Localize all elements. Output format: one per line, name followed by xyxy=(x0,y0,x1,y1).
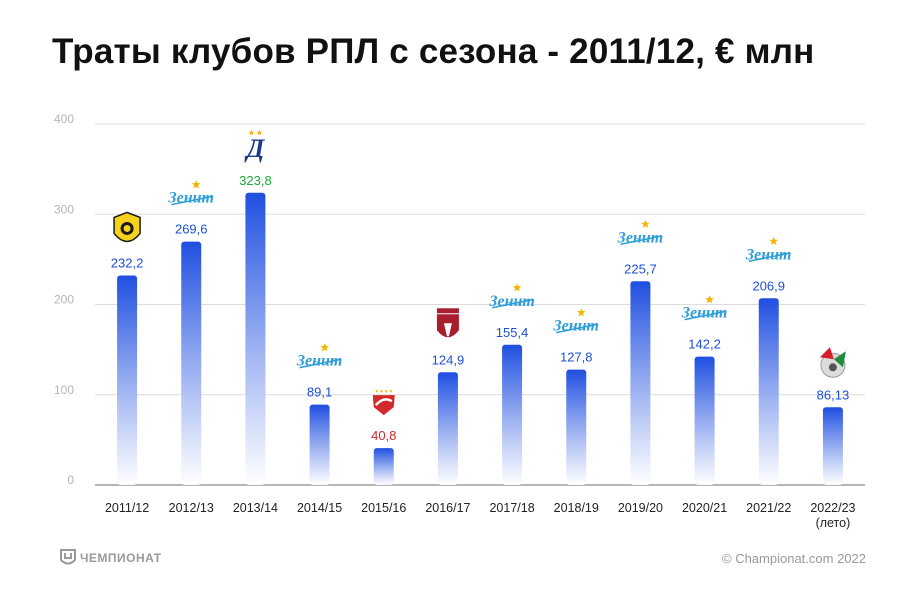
bar xyxy=(758,298,779,485)
x-tick-label: 2018/19 xyxy=(554,501,599,515)
x-tick-label: 2021/22 xyxy=(746,501,791,515)
anzhi-ball-center xyxy=(123,224,131,232)
bar xyxy=(437,372,458,485)
star-icon xyxy=(192,180,201,189)
zenit-logo-icon: Зенит xyxy=(168,180,214,207)
data-label: 86,13 xyxy=(817,387,850,402)
star-icon xyxy=(375,389,379,393)
dynamo-letter: Д xyxy=(245,134,266,163)
y-tick-label: 100 xyxy=(54,383,74,397)
bar xyxy=(117,275,138,485)
bar xyxy=(822,407,843,485)
star-icon xyxy=(320,343,329,352)
x-tick-sublabel: (лето) xyxy=(816,516,851,530)
rubin-banner xyxy=(436,308,459,314)
rubin-logo-icon xyxy=(436,308,459,338)
star-icon xyxy=(256,129,263,136)
x-tick-label: 2016/17 xyxy=(425,501,470,515)
bar xyxy=(245,192,266,485)
data-label: 142,2 xyxy=(688,337,721,352)
data-label: 89,1 xyxy=(307,385,332,400)
spartak-stripe xyxy=(374,398,393,407)
x-tick-label: 2014/15 xyxy=(297,501,342,515)
y-tick-label: 0 xyxy=(67,473,74,487)
bar xyxy=(630,281,651,485)
star-icon xyxy=(389,389,393,393)
data-label: 225,7 xyxy=(624,261,657,276)
zenit-swoosh xyxy=(684,310,725,321)
bar xyxy=(694,356,715,485)
zenit-swoosh xyxy=(620,235,661,246)
spartak-logo-icon xyxy=(372,389,395,416)
grid-layer: 0 100 200 300 400 xyxy=(54,112,865,487)
icons-layer: Зенит Д Зенит Зенит Зенит Зенит Зенит Зенит xyxy=(113,129,846,416)
zenit-logo-icon: Зенит xyxy=(617,219,663,246)
zenit-swoosh xyxy=(299,358,340,369)
zenit-swoosh xyxy=(556,323,597,334)
zenit-swoosh xyxy=(748,252,789,263)
y-tick-label: 400 xyxy=(54,112,74,126)
zenit-logo-icon: Зенит xyxy=(745,236,791,263)
star-icon xyxy=(384,389,388,393)
x-tick-label: 2017/18 xyxy=(489,501,534,515)
x-tick-label: 2015/16 xyxy=(361,501,406,515)
zenit-logo-icon: Зенит xyxy=(681,295,727,322)
lokomotiv-green-wing xyxy=(833,351,846,368)
dynamo-logo-icon: Д xyxy=(245,129,266,163)
lokomotiv-logo-icon xyxy=(819,347,846,378)
star-icon xyxy=(248,129,255,136)
bar xyxy=(181,241,202,485)
x-tick-label: 2013/14 xyxy=(233,501,278,515)
data-label: 127,8 xyxy=(560,350,593,365)
brand-logo: ЧЕМПИОНАТ xyxy=(60,549,162,567)
bars-layer xyxy=(117,192,843,485)
labels-layer: 232,2 2011/12 269,6 2012/13 323,8 2013/14 89,1… xyxy=(105,173,856,530)
brand-name: ЧЕМПИОНАТ xyxy=(80,551,162,565)
x-tick-label: 2012/13 xyxy=(169,501,214,515)
page-title: Траты клубов РПЛ с сезона - 2011/12, € м… xyxy=(52,32,815,71)
zenit-logo-icon: Зенит xyxy=(553,308,599,335)
data-label: 155,4 xyxy=(496,325,529,340)
zenit-swoosh xyxy=(491,299,533,309)
data-label: 40,8 xyxy=(371,428,396,443)
star-icon xyxy=(379,389,384,393)
anzhi-logo-icon xyxy=(113,211,141,243)
zenit-swoosh xyxy=(171,195,212,206)
rubin-gem xyxy=(443,323,452,337)
x-tick-label: 2011/12 xyxy=(105,501,149,515)
lokomotiv-ball-patch xyxy=(828,363,837,372)
star-icon xyxy=(577,308,586,317)
bar xyxy=(566,369,587,485)
star-icon xyxy=(641,219,650,228)
copyright-text: © Championat.com 2022 xyxy=(722,551,866,566)
zenit-logo-icon: Зенит xyxy=(296,343,342,370)
lokomotiv-red-wing xyxy=(819,347,834,360)
x-tick-label: 2022/23 xyxy=(810,501,855,515)
x-tick-label: 2020/21 xyxy=(682,501,727,515)
championat-logo-icon xyxy=(60,549,76,565)
star-icon xyxy=(512,283,522,292)
x-tick-label: 2019/20 xyxy=(618,501,663,515)
bar xyxy=(502,344,523,485)
zenit-logo-icon: Зенит xyxy=(488,283,535,310)
data-label: 232,2 xyxy=(111,255,144,270)
bar xyxy=(309,404,330,485)
star-icon xyxy=(769,236,778,245)
y-tick-label: 300 xyxy=(54,202,74,216)
data-label: 323,8 xyxy=(239,173,272,188)
bar xyxy=(373,448,394,485)
data-label: 124,9 xyxy=(432,352,465,367)
star-icon xyxy=(705,295,714,304)
y-tick-label: 200 xyxy=(54,293,74,307)
data-label: 206,9 xyxy=(752,278,785,293)
data-label: 269,6 xyxy=(175,222,208,237)
